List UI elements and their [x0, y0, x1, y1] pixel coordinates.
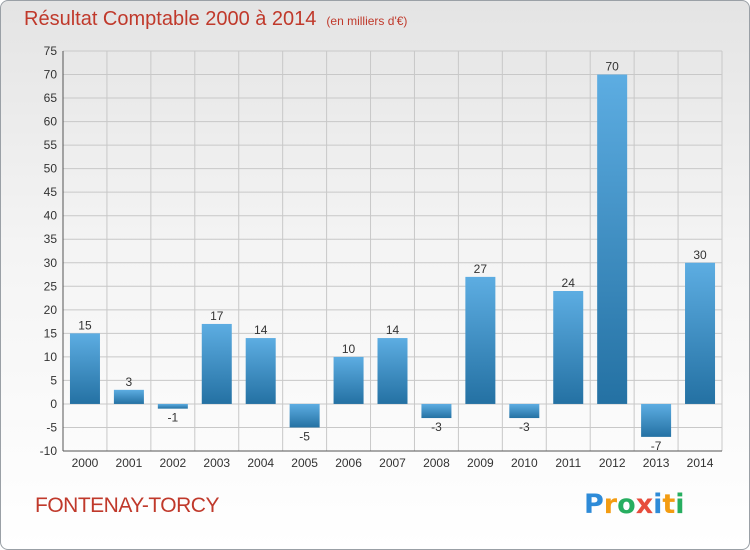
- logo-letter: i: [675, 489, 685, 520]
- bar-2004: [245, 338, 276, 404]
- y-tick-label: 30: [44, 256, 58, 270]
- data-label: 10: [342, 342, 356, 356]
- x-tick-label: 2002: [159, 456, 186, 470]
- x-tick-label: 2000: [72, 456, 99, 470]
- bar-2007: [377, 338, 408, 404]
- logo-letter: x: [635, 489, 654, 520]
- data-label: -1: [167, 411, 178, 425]
- y-tick-label: 5: [50, 373, 57, 387]
- x-tick-label: 2011: [555, 456, 581, 470]
- logo-letter: o: [617, 489, 636, 520]
- x-tick-label: 2009: [467, 456, 494, 470]
- y-tick-label: 70: [44, 68, 58, 82]
- bar-2000: [69, 333, 100, 404]
- y-tick-label: 65: [44, 91, 58, 105]
- x-tick-label: 2005: [291, 456, 318, 470]
- data-label: 15: [78, 318, 92, 332]
- y-tick-label: 55: [44, 138, 58, 152]
- y-tick-label: 20: [44, 303, 58, 317]
- y-tick-label: 0: [50, 397, 57, 411]
- data-label: 17: [210, 309, 224, 323]
- data-label: 3: [126, 375, 133, 389]
- data-label: 70: [605, 60, 619, 74]
- y-tick-label: 40: [44, 209, 58, 223]
- bar-2013: [641, 403, 672, 437]
- bar-2012: [597, 74, 628, 404]
- chart-title-text: Résultat Comptable 2000 à 2014: [24, 8, 317, 30]
- logo-letter: t: [662, 489, 676, 520]
- commune-name: FONTENAY-TORCY: [35, 494, 219, 517]
- y-tick-label: 35: [44, 232, 58, 246]
- bar-2011: [553, 291, 584, 404]
- bar-2005: [289, 403, 320, 428]
- bar-2003: [201, 323, 232, 404]
- data-label: -3: [431, 420, 442, 434]
- data-label: -7: [651, 439, 662, 453]
- x-tick-label: 2010: [511, 456, 538, 470]
- data-label: 27: [474, 262, 488, 276]
- y-tick-label: 45: [44, 185, 58, 199]
- logo-letter: P: [584, 489, 604, 520]
- y-tick-label: -5: [46, 420, 57, 434]
- bar-2010: [509, 403, 540, 419]
- x-tick-label: 2001: [116, 456, 143, 470]
- x-tick-label: 2014: [687, 456, 714, 470]
- x-tick-label: 2013: [643, 456, 670, 470]
- bar-2001: [113, 389, 144, 404]
- data-label: 24: [562, 276, 576, 290]
- x-tick-label: 2006: [335, 456, 362, 470]
- data-label: 14: [386, 323, 400, 337]
- chart-unit: (en milliers d'€): [326, 14, 408, 28]
- bar-2002: [157, 403, 188, 409]
- logo-letter: i: [653, 489, 663, 520]
- x-tick-label: 2012: [599, 456, 626, 470]
- bar-2006: [333, 356, 364, 404]
- data-label: -5: [299, 429, 310, 443]
- y-tick-label: 10: [44, 350, 58, 364]
- chart-title: Résultat Comptable 2000 à 2014 (en millie…: [24, 8, 407, 31]
- y-tick-label: 25: [44, 279, 58, 293]
- bar-2008: [421, 403, 452, 419]
- x-tick-label: 2008: [423, 456, 450, 470]
- y-tick-label: -10: [40, 444, 58, 458]
- data-label: 30: [693, 248, 707, 262]
- y-tick-label: 15: [44, 326, 58, 340]
- x-tick-label: 2007: [379, 456, 406, 470]
- y-tick-label: 75: [44, 44, 58, 58]
- proxiti-logo: Proxiti: [584, 489, 685, 520]
- y-tick-label: 50: [44, 162, 58, 176]
- bar-2014: [685, 262, 716, 404]
- y-tick-label: 60: [44, 115, 58, 129]
- data-label: -3: [519, 420, 530, 434]
- logo-letter: r: [603, 489, 618, 520]
- x-tick-label: 2003: [203, 456, 230, 470]
- data-label: 14: [254, 323, 268, 337]
- bar-2009: [465, 276, 496, 404]
- x-tick-label: 2004: [247, 456, 274, 470]
